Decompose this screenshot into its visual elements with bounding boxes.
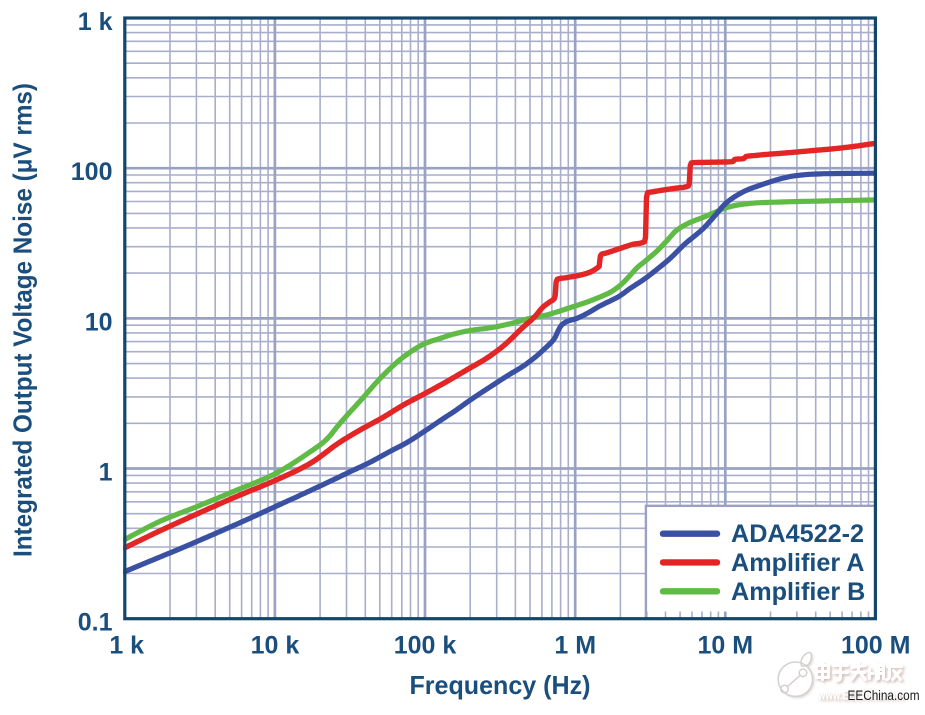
- svg-text:1 k: 1 k: [78, 8, 113, 36]
- svg-text:Amplifier B: Amplifier B: [731, 578, 865, 606]
- svg-text:EEChina.com: EEChina.com: [848, 687, 920, 703]
- svg-text:100 k: 100 k: [394, 632, 457, 660]
- svg-text:1 k: 1 k: [109, 632, 144, 660]
- svg-text:ADA4522-2: ADA4522-2: [731, 520, 864, 548]
- svg-text:100 M: 100 M: [841, 632, 910, 660]
- svg-text:10 M: 10 M: [698, 632, 754, 660]
- svg-text:100: 100: [71, 158, 113, 186]
- svg-text:Amplifier A: Amplifier A: [731, 549, 864, 577]
- svg-text:Frequency (Hz): Frequency (Hz): [410, 670, 591, 700]
- svg-text:1 M: 1 M: [554, 632, 596, 660]
- svg-text:1: 1: [99, 459, 113, 487]
- svg-text:Integrated Output Voltage Nois: Integrated Output Voltage Noise (μV rms): [8, 83, 38, 557]
- svg-text:10: 10: [85, 308, 113, 336]
- svg-text:www.EEChina.com: www.EEChina.com: [817, 688, 904, 703]
- svg-text:10 k: 10 k: [251, 632, 300, 660]
- svg-text:0.1: 0.1: [78, 609, 113, 637]
